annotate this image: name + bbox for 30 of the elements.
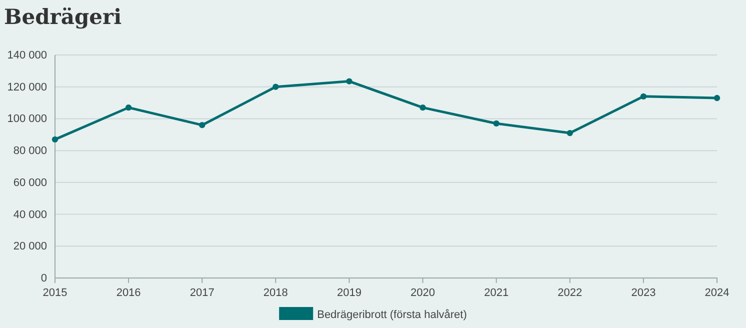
y-tick-label: 80 000: [13, 145, 47, 158]
y-tick-label: 20 000: [13, 240, 47, 253]
point: [199, 122, 206, 128]
point: [493, 120, 500, 127]
x-tick-label: 2017: [190, 286, 214, 299]
point: [714, 94, 720, 102]
x-tick-label: 2018: [263, 286, 288, 299]
y-tick-label: 120 000: [7, 81, 47, 94]
x-tick-label: 2019: [336, 286, 362, 299]
point: [125, 104, 132, 111]
point: [420, 104, 426, 111]
y-tick-label: 40 000: [13, 208, 47, 221]
point: [640, 93, 647, 100]
chart-title: Bedrägeri: [4, 4, 122, 29]
y-tick-label: 0: [40, 272, 47, 285]
y-tick-label: 60 000: [13, 176, 47, 189]
point: [272, 84, 279, 90]
x-tick-label: 2024: [704, 286, 730, 299]
point: [566, 130, 573, 136]
y-tick-label: 140 000: [7, 50, 47, 62]
x-tick-label: 2015: [42, 286, 68, 299]
point: [52, 136, 58, 143]
x-tick-label: 2022: [558, 286, 582, 299]
x-tick-label: 2016: [116, 286, 141, 299]
x-tick-label: 2021: [484, 286, 509, 299]
point: [346, 78, 352, 84]
y-tick-label: 100 000: [7, 113, 47, 126]
x-tick-label: 2023: [631, 286, 656, 299]
legend-label: Bedrägeribrott (första halvåret): [317, 309, 467, 321]
x-tick-label: 2020: [410, 286, 436, 299]
